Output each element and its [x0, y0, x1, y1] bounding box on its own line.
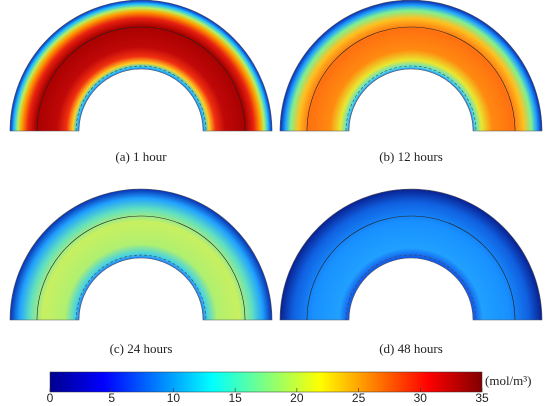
half-ring	[9, 0, 273, 132]
colorbar-tick-label: 5	[108, 391, 115, 405]
colorbar-tick-label: 15	[228, 391, 242, 405]
panel-label: (b) 12 hours	[379, 149, 443, 164]
inner-layer	[75, 65, 207, 132]
inner-layer	[345, 65, 477, 132]
colorbar-tick-label: 25	[352, 391, 366, 405]
colorbar-tick-label: 35	[475, 391, 489, 405]
colorbar-unit: (mol/m³)	[485, 373, 532, 388]
colorbar-tick-label: 30	[414, 391, 428, 405]
half-ring	[9, 188, 273, 321]
half-ring	[279, 188, 543, 321]
inner-layer	[75, 254, 207, 321]
panel-label: (d) 48 hours	[379, 341, 443, 356]
inner-layer	[345, 254, 477, 321]
colorbar-tick-label: 0	[47, 391, 54, 405]
boundary-arc	[36, 215, 246, 321]
colorbar	[49, 371, 483, 393]
heatmaps	[9, 0, 543, 321]
panel-label: (c) 24 hours	[110, 341, 173, 356]
colorbar-tick-label: 20	[290, 391, 304, 405]
boundary-arc	[306, 26, 516, 132]
colorbar-tick-label: 10	[167, 391, 181, 405]
panel-label: (a) 1 hour	[115, 149, 167, 164]
boundary-arc	[36, 26, 246, 132]
boundary-arc	[306, 215, 516, 321]
half-ring	[279, 0, 543, 132]
